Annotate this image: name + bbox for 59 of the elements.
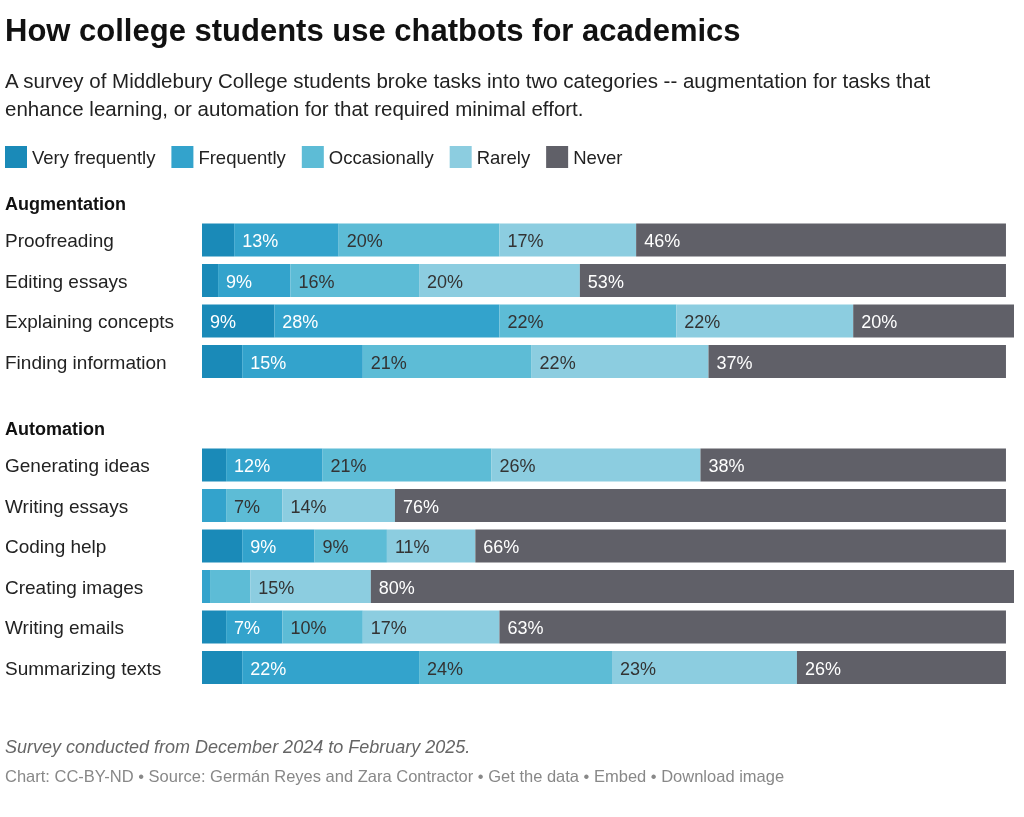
data-label: 26% xyxy=(804,658,841,679)
data-label: 46% xyxy=(644,231,681,251)
data-label: 12% xyxy=(234,456,271,476)
text: Automation xyxy=(5,419,105,439)
y-tick-label: Writing emails xyxy=(5,617,124,638)
data-label: 9% xyxy=(210,312,237,332)
data-label: 28% xyxy=(282,312,319,332)
data-label: 11% xyxy=(394,537,430,557)
data-label: 80% xyxy=(378,577,415,598)
data-label: 21% xyxy=(330,456,367,476)
y-tick-label: Generating ideas xyxy=(5,455,150,476)
data-label: 53% xyxy=(587,271,624,292)
y-tick-label: Creating images xyxy=(5,576,144,598)
data-label: 76% xyxy=(402,496,439,517)
text: Augmentation xyxy=(5,194,126,214)
y-tick-label: Proofreading xyxy=(5,230,114,251)
data-label: 7% xyxy=(234,496,261,517)
text: Survey conducted from December 2024 to February 2025. xyxy=(5,737,471,757)
data-label: 9% xyxy=(322,537,349,557)
y-tick-label: Writing essays xyxy=(5,495,129,517)
data-label: 38% xyxy=(708,456,745,476)
data-label: 63% xyxy=(507,618,544,638)
text: Chart: CC-BY-ND • Source: Germán Reyes and Zara Contractor • Get the data • Embed • Download image xyxy=(5,767,785,785)
data-label: 17% xyxy=(370,618,407,638)
y-tick-label: Explaining concepts xyxy=(5,311,174,332)
legend-label: Never xyxy=(573,147,623,168)
data-label: 22% xyxy=(539,352,576,373)
data-label: 17% xyxy=(507,231,544,251)
chart-subtitle: A survey of Middlebury College students broke tasks into two categories -- augmentation for tasks that enhance learning, or automation for that required minimal effort. xyxy=(5,69,931,120)
y-tick-label: Summarizing texts xyxy=(5,657,162,679)
data-label: 9% xyxy=(250,537,277,557)
y-tick-label: Coding help xyxy=(5,536,107,557)
legend-label: Rarely xyxy=(476,147,531,168)
data-label: 15% xyxy=(250,352,287,373)
data-label: 37% xyxy=(716,352,753,373)
data-label: 20% xyxy=(861,312,898,332)
legend-label: Occasionally xyxy=(328,147,435,168)
data-label: 26% xyxy=(499,456,536,476)
data-label: 15% xyxy=(258,577,295,598)
data-label: 10% xyxy=(290,618,327,638)
data-label: 9% xyxy=(226,271,253,292)
data-label: 13% xyxy=(242,231,279,251)
y-tick-label: Editing essays xyxy=(5,270,128,292)
data-label: 66% xyxy=(483,537,520,557)
data-label: 16% xyxy=(298,271,335,292)
data-label: 7% xyxy=(234,618,261,638)
data-label: 21% xyxy=(370,352,407,373)
data-label: 22% xyxy=(507,312,544,332)
y-tick-label: Finding information xyxy=(5,351,167,373)
legend-label: Frequently xyxy=(198,147,287,168)
data-label: 22% xyxy=(250,658,287,679)
legend-label: Very frequently xyxy=(32,147,157,168)
data-label: 20% xyxy=(427,271,464,292)
data-label: 24% xyxy=(427,658,464,679)
chart-title: How college students use chatbots for academics xyxy=(5,13,741,48)
data-label: 23% xyxy=(620,658,657,679)
data-label: 14% xyxy=(290,496,327,517)
data-label: 20% xyxy=(346,231,383,251)
data-label: 22% xyxy=(684,312,721,332)
